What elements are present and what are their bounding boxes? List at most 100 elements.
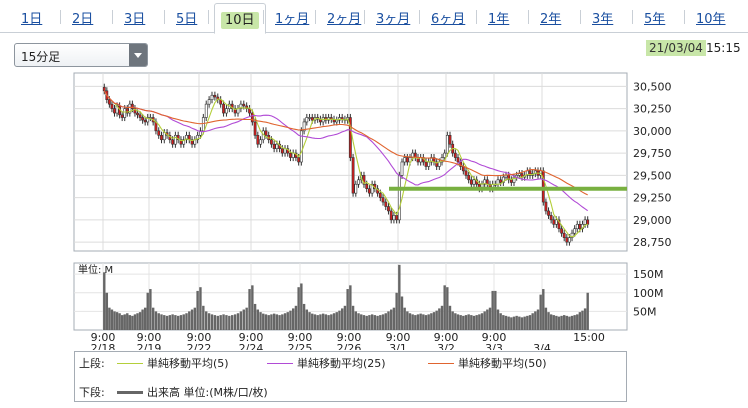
volume-bar xyxy=(542,289,545,330)
x-time-tick-label: 9:00 xyxy=(288,331,313,344)
volume-bar xyxy=(205,311,208,330)
volume-bar xyxy=(502,315,505,330)
tab-11[interactable]: 2年 xyxy=(540,8,561,27)
tab-3[interactable]: 3日 xyxy=(124,8,145,27)
volume-bar xyxy=(233,314,237,330)
candle-body xyxy=(560,228,563,234)
volume-bar xyxy=(491,290,494,330)
tab-7[interactable]: 2ヶ月 xyxy=(327,8,361,27)
volume-bar xyxy=(219,315,222,330)
volume-bar xyxy=(327,315,330,330)
candle-body xyxy=(289,152,292,158)
candle-body xyxy=(578,224,582,230)
candle-body xyxy=(110,103,114,109)
volume-bar xyxy=(403,307,406,330)
tab-separator xyxy=(528,10,529,24)
as-of-date: 21/03/04 xyxy=(646,40,706,56)
candle-body xyxy=(554,219,558,225)
volume-bar xyxy=(357,313,360,330)
volume-bar xyxy=(305,309,309,330)
volume-bar xyxy=(398,264,401,330)
volume-bar xyxy=(270,314,273,330)
volume-bar xyxy=(416,314,420,330)
volume-bar xyxy=(316,315,319,330)
tab-6[interactable]: 1ヶ月 xyxy=(275,8,309,27)
volume-bar xyxy=(149,289,152,330)
volume-bar xyxy=(281,314,284,330)
volume-bar xyxy=(171,314,174,330)
candle-body xyxy=(157,130,161,136)
candle-body xyxy=(107,99,111,105)
candle-body xyxy=(253,121,257,136)
candle-body xyxy=(146,117,150,123)
volume-bar xyxy=(349,285,352,330)
candle-body xyxy=(348,117,352,158)
x-date-tick-label: 2/25 xyxy=(288,342,313,350)
tab-1[interactable]: 1日 xyxy=(21,8,42,27)
tab-10[interactable]: 1年 xyxy=(488,8,509,27)
volume-bar xyxy=(222,314,225,330)
tab-14[interactable]: 10年 xyxy=(696,8,726,27)
candle-body xyxy=(384,201,388,207)
period-tab-bar: 1日 2日 3日 5日 10日 1ヶ月 2ヶ月 3ヶ月 6ヶ月 1年 2年 3年 5年 10年 xyxy=(0,0,748,34)
volume-bar xyxy=(539,294,542,330)
volume-bar xyxy=(141,309,144,330)
tab-label: 3日 xyxy=(124,12,146,27)
price-volume-chart: 30,500 30,250 30,000 29,750 29,500 29,250 29,0… xyxy=(73,72,672,350)
tab-5[interactable]: 10日 xyxy=(214,3,266,34)
volume-bar xyxy=(456,314,460,330)
candle-body xyxy=(160,135,163,141)
volume-bar xyxy=(430,313,433,330)
volume-bar xyxy=(583,308,587,330)
candle-body xyxy=(541,170,545,203)
volume-bar xyxy=(354,311,358,330)
candle-body xyxy=(424,161,428,167)
volume-bar xyxy=(531,313,534,330)
candle-body xyxy=(435,161,439,167)
candle-body xyxy=(448,135,452,145)
volume-bar xyxy=(470,315,473,330)
tab-2[interactable]: 2日 xyxy=(72,8,93,27)
volume-bar xyxy=(438,308,441,330)
candle-body xyxy=(270,139,273,145)
candle-body xyxy=(128,103,132,114)
volume-bar xyxy=(202,305,205,330)
chevron-down-icon[interactable] xyxy=(129,44,147,66)
tab-label: 10年 xyxy=(696,12,726,27)
volume-bar xyxy=(272,313,276,330)
volume-bar xyxy=(138,312,142,330)
candle-body xyxy=(459,161,463,167)
candle-body xyxy=(378,192,382,198)
candle-body xyxy=(310,117,314,121)
volume-bar xyxy=(225,315,228,330)
candle-body xyxy=(201,117,205,132)
tab-12[interactable]: 3年 xyxy=(592,8,613,27)
candle-body xyxy=(280,148,284,154)
volume-bar xyxy=(321,313,325,330)
candle-body xyxy=(472,179,476,185)
tab-9[interactable]: 6ヶ月 xyxy=(431,8,465,27)
moving-average-lines xyxy=(103,90,627,238)
tab-label: 2年 xyxy=(540,12,562,27)
tab-label: 2日 xyxy=(72,12,94,27)
x-time-tick-label: 9:00 xyxy=(386,331,411,344)
candle-body xyxy=(275,143,279,149)
volume-bar xyxy=(523,316,526,330)
volume-bar xyxy=(570,315,574,330)
volume-bar xyxy=(435,310,438,330)
interval-select[interactable]: 15分足 xyxy=(14,43,148,67)
volume-bar xyxy=(259,312,262,330)
tab-8[interactable]: 3ヶ月 xyxy=(376,8,410,27)
volume-bar xyxy=(351,305,355,330)
tab-4[interactable]: 5日 xyxy=(176,8,197,27)
volume-bar xyxy=(253,303,257,330)
candle-body xyxy=(179,139,183,145)
tab-13[interactable]: 5年 xyxy=(644,8,665,27)
candle-body xyxy=(575,224,579,230)
volume-bar xyxy=(467,314,470,330)
candle-body xyxy=(162,132,166,141)
candle-body xyxy=(586,219,590,225)
tab-label: 1日 xyxy=(21,12,43,27)
x-date-tick-label: 3/4 xyxy=(533,342,551,350)
volume-bar xyxy=(131,315,134,330)
